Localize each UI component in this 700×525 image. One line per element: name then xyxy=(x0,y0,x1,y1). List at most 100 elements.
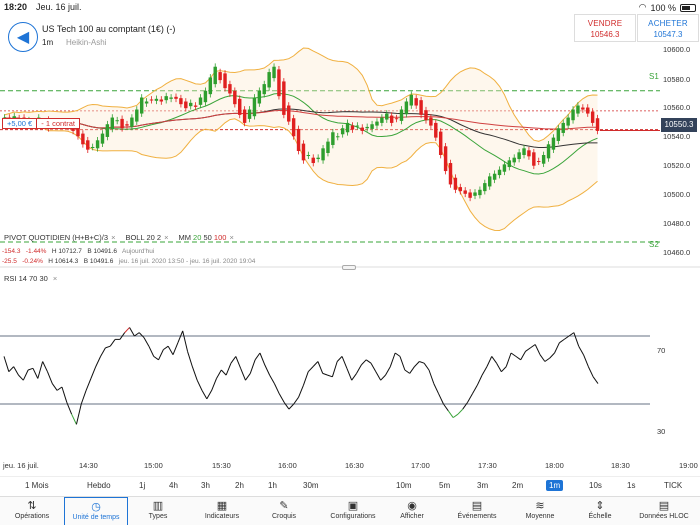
time-tick-label: 16:00 xyxy=(278,461,297,470)
toolbar-échelle-button[interactable]: ⇕ Échelle xyxy=(574,497,626,525)
timeframe-option[interactable]: 3m xyxy=(477,481,489,490)
scale-icon: ⇕ xyxy=(595,500,605,512)
price-tick-label: 10560.0 xyxy=(663,103,691,112)
timeframe-option[interactable]: 1s xyxy=(627,481,636,490)
timeframe-option[interactable]: 30m xyxy=(303,481,319,490)
rsi-line-segment xyxy=(486,356,493,367)
toolbar-label: Configurations xyxy=(330,513,376,520)
candle-body xyxy=(149,99,154,101)
position-tag[interactable]: +5,00 € - 1 contrat xyxy=(2,118,80,129)
candle-body xyxy=(487,176,492,187)
back-button[interactable]: ◀ xyxy=(8,22,38,52)
rsi-line-segment xyxy=(481,366,488,376)
candle-body xyxy=(228,84,232,94)
price-tick-label: 10540.0 xyxy=(663,132,691,141)
rsi-line-segment xyxy=(13,366,19,376)
timeframe-option[interactable]: 1j xyxy=(139,481,146,490)
candle-body xyxy=(370,124,374,129)
candle-body xyxy=(453,177,458,190)
rsi-line-segment xyxy=(472,385,478,395)
toolbar-indicateurs-button[interactable]: ▦ Indicateurs xyxy=(192,497,252,525)
price-tick-label: 10580.0 xyxy=(663,75,691,84)
timeframe-option[interactable]: 1m xyxy=(546,480,564,491)
toolbar-types-button[interactable]: ▥ Types xyxy=(128,497,188,525)
rsi-line-segment xyxy=(370,362,377,372)
timeframe-option[interactable]: 4h xyxy=(169,481,178,490)
toolbar-label: Événements xyxy=(457,513,497,520)
candle-body xyxy=(375,121,379,126)
rsi-line-segment xyxy=(331,361,338,377)
back-arrow-icon: ◀ xyxy=(16,29,30,46)
timeframe-option[interactable]: 3h xyxy=(201,481,210,490)
candle-body xyxy=(105,124,110,137)
rsi-line-segment xyxy=(80,390,87,405)
timeframe-option[interactable]: 10s xyxy=(589,481,602,490)
timeframe-option[interactable]: 2m xyxy=(512,481,524,490)
candle-body xyxy=(340,128,345,135)
time-tick-label: 19:00 xyxy=(679,461,698,470)
rsi-line-segment xyxy=(563,335,570,340)
candle-body xyxy=(468,192,472,198)
mm-indicator[interactable]: MM 20 50 100 × xyxy=(178,233,233,242)
timeframe-option[interactable]: Hebdo xyxy=(87,481,111,490)
rsi-line-segment xyxy=(148,345,155,357)
boll-indicator[interactable]: BOLL 20 2 × xyxy=(125,233,168,242)
candle-body xyxy=(179,98,183,105)
sell-button[interactable]: VENDRE 10546.3 xyxy=(574,14,636,42)
toolbar-croquis-button[interactable]: ✎ Croquis xyxy=(256,497,312,525)
rsi-line-segment xyxy=(138,332,145,339)
rsi-line-segment xyxy=(592,376,599,384)
rsi-line-segment xyxy=(158,349,164,361)
rsi-line-segment xyxy=(549,352,555,359)
price-tick-label: 10460.0 xyxy=(663,248,691,257)
rsi-line-segment xyxy=(312,361,319,367)
pane-resize-handle[interactable] xyxy=(342,265,356,270)
pivot-indicator[interactable]: PIVOT QUOTIDIEN (H+B+C)/3 × xyxy=(4,233,115,242)
timeframe-option[interactable]: 5m xyxy=(439,481,451,490)
price-tick-label: 10480.0 xyxy=(663,219,691,228)
toolbar-unité-de-temps-button[interactable]: ◷ Unité de temps xyxy=(64,497,128,525)
rsi-line-segment xyxy=(37,361,44,379)
price-tick-label: 10600.0 xyxy=(663,45,691,54)
timeframe-option[interactable]: 10m xyxy=(396,481,412,490)
pivot-pct: -0.24% xyxy=(22,258,43,265)
buy-button[interactable]: ACHETER 10547.3 xyxy=(637,14,699,42)
rsi-line-segment xyxy=(578,345,584,355)
candle-body xyxy=(497,169,502,176)
timeframe-option[interactable]: 1h xyxy=(268,481,277,490)
candle-body xyxy=(350,125,355,130)
candle-body xyxy=(86,140,90,150)
clock-icon: ◷ xyxy=(91,501,101,513)
remove-boll-icon[interactable]: × xyxy=(164,233,169,242)
timeframe-option[interactable]: 2h xyxy=(235,481,244,490)
candle-body xyxy=(223,73,227,89)
toolbar-configurations-button[interactable]: ▣ Configurations xyxy=(320,497,386,525)
rsi-line-segment xyxy=(307,366,314,373)
candle-body xyxy=(238,98,242,115)
rsi-line-segment xyxy=(47,371,53,384)
candle-body xyxy=(404,101,409,115)
pivot-high: H 10712.7 xyxy=(51,248,82,255)
toolbar-moyenne-button[interactable]: ≋ Moyenne xyxy=(512,497,568,525)
toolbar-afficher-button[interactable]: ◉ Afficher xyxy=(384,497,440,525)
candle-body xyxy=(581,107,585,110)
rsi-line-segment xyxy=(216,369,222,379)
sell-label: VENDRE xyxy=(587,19,623,28)
remove-pivot-icon[interactable]: × xyxy=(111,233,116,242)
candle-body xyxy=(394,118,399,120)
remove-mm-icon[interactable]: × xyxy=(229,233,234,242)
toolbar-événements-button[interactable]: ▤ Événements xyxy=(448,497,506,525)
remove-rsi-icon[interactable]: × xyxy=(52,274,58,283)
toolbar-données-hloc-button[interactable]: ▤ Données HLOC xyxy=(632,497,696,525)
timeframe-option[interactable]: TICK xyxy=(664,481,683,490)
timeframe-option[interactable]: 1 Mois xyxy=(25,481,49,490)
candle-body xyxy=(399,109,404,121)
rsi-indicator[interactable]: RSI 14 70 30 × xyxy=(4,274,57,283)
toolbar-opérations-button[interactable]: ⇅ Opérations xyxy=(4,497,60,525)
candle-body xyxy=(218,72,222,81)
rsi-line-segment xyxy=(32,368,39,379)
rsi-line-segment xyxy=(544,357,550,362)
rsi-line-segment xyxy=(428,369,435,384)
time-tick-label: 15:30 xyxy=(212,461,231,470)
